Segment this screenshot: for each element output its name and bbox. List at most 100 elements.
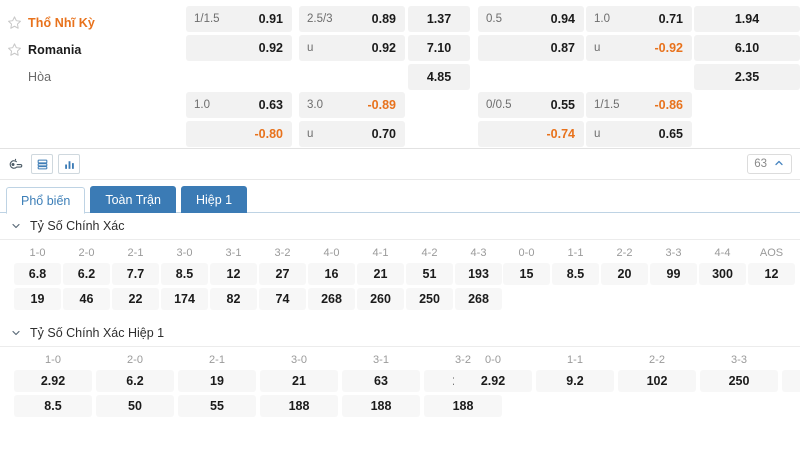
- asian-handicap-alt-cell[interactable]: -0.74: [478, 121, 584, 147]
- over-under-alt-line: u: [594, 42, 601, 54]
- asian-handicap-alt-cell[interactable]: 0.87: [478, 35, 584, 61]
- score-odds-cell[interactable]: 193: [455, 263, 502, 285]
- score-odds-cell[interactable]: 27: [259, 263, 306, 285]
- over-under-odds: 0.70: [371, 127, 396, 141]
- asian-handicap-cell[interactable]: -0.80: [186, 121, 292, 147]
- tab-2[interactable]: Hiệp 1: [180, 186, 248, 213]
- odds-count-badge[interactable]: 63: [747, 154, 792, 174]
- asian-handicap-cell[interactable]: 1.0 0.63: [186, 92, 292, 118]
- odds-last-cell[interactable]: 6.10: [694, 35, 800, 61]
- score-odds-cell-draw[interactable]: 15: [503, 263, 550, 285]
- score-odds-cell[interactable]: 63: [342, 370, 420, 392]
- score-header: 1-0: [45, 353, 61, 366]
- score-odds-cell[interactable]: 8.5: [161, 263, 208, 285]
- score-odds-cell[interactable]: 174: [161, 288, 208, 310]
- over-under-alt-cell[interactable]: u -0.92: [586, 35, 692, 61]
- odds-last-odds: 6.10: [734, 41, 760, 55]
- asian-handicap-odds: 0.91: [258, 12, 283, 26]
- over-under-cell[interactable]: 2.5/3 0.89: [299, 6, 405, 32]
- score-odds-cell-draw[interactable]: 2.92: [454, 370, 532, 392]
- whistle-icon[interactable]: [4, 154, 26, 174]
- layers-icon[interactable]: [31, 154, 53, 174]
- over-under-cell[interactable]: 3.0 -0.89: [299, 92, 405, 118]
- score-odds-cell[interactable]: 268: [455, 288, 502, 310]
- odds-last-cell[interactable]: 2.35: [694, 64, 800, 90]
- section-header[interactable]: Tỷ Số Chính Xác Hiệp 1: [0, 320, 800, 347]
- score-odds-cell[interactable]: 51: [406, 263, 453, 285]
- score-odds-cell[interactable]: 21: [260, 370, 338, 392]
- star-outline-icon[interactable]: [6, 41, 23, 58]
- odds-block-secondary: 1.0 0.63 3.0 -0.89 0/0.5 0.55 1/1.5 -0.86 -0.80 u…: [186, 92, 800, 150]
- one-x-two-cell[interactable]: 4.85: [408, 64, 470, 90]
- over-under-cell[interactable]: u 0.92: [299, 35, 405, 61]
- team-row-away[interactable]: Romania: [0, 36, 186, 63]
- asian-handicap-alt-cell-empty: [478, 64, 584, 90]
- chevron-down-icon[interactable]: [8, 220, 24, 232]
- score-odds-cell[interactable]: 12: [210, 263, 257, 285]
- score-odds-cell[interactable]: 2.92: [14, 370, 92, 392]
- score-odds-cell[interactable]: 74: [259, 288, 306, 310]
- score-header-row: 1-02-02-13-03-13-20-01-12-23-3AOS: [6, 351, 794, 368]
- over-under-alt-cell[interactable]: u 0.65: [586, 121, 692, 147]
- asian-handicap-cell[interactable]: 1/1.5 0.91: [186, 6, 292, 32]
- over-under-alt-odds: 0.65: [658, 127, 683, 141]
- score-odds-cell[interactable]: 188: [424, 395, 502, 417]
- asian-handicap-alt-line: 0.5: [486, 13, 502, 25]
- score-odds-cell[interactable]: 188: [342, 395, 420, 417]
- one-x-two-cell[interactable]: 7.10: [408, 35, 470, 61]
- score-odds-cell[interactable]: 21: [357, 263, 404, 285]
- score-odds-cell[interactable]: 16: [308, 263, 355, 285]
- score-odds-cell-draw[interactable]: 9.2: [536, 370, 614, 392]
- score-odds-cell[interactable]: 19: [178, 370, 256, 392]
- home-team-name: Thổ Nhĩ Kỳ: [28, 15, 95, 30]
- score-odds-cell-draw[interactable]: 12: [748, 263, 795, 285]
- score-odds-cell[interactable]: 50: [96, 395, 174, 417]
- score-header: AOS: [782, 351, 800, 368]
- score-odds-cell[interactable]: 22: [112, 288, 159, 310]
- one-x-two-cell-empty: [408, 121, 470, 147]
- score-odds-cell-draw[interactable]: 300: [699, 263, 746, 285]
- score-odds-cell[interactable]: 46: [63, 288, 110, 310]
- over-under-cell[interactable]: u 0.70: [299, 121, 405, 147]
- tab-label: Phổ biến: [21, 193, 71, 208]
- score-odds-cell[interactable]: 260: [357, 288, 404, 310]
- score-odds-cell-draw[interactable]: 20: [601, 263, 648, 285]
- over-under-alt-cell[interactable]: 1/1.5 -0.86: [586, 92, 692, 118]
- score-odds-cell[interactable]: 19: [14, 288, 61, 310]
- bar-chart-icon[interactable]: [58, 154, 80, 174]
- asian-handicap-alt-cell[interactable]: 0/0.5 0.55: [478, 92, 584, 118]
- score-odds-cell[interactable]: 8.5: [14, 395, 92, 417]
- score-header: 3-2: [274, 246, 291, 259]
- chevron-down-icon[interactable]: [8, 327, 24, 339]
- asian-handicap-cell[interactable]: 0.92: [186, 35, 292, 61]
- asian-handicap-alt-cell[interactable]: 0.5 0.94: [478, 6, 584, 32]
- score-odds-cell-draw[interactable]: 102: [618, 370, 696, 392]
- market-section-0: Tỷ Số Chính Xác 1-0 2-0 2-1 3-0 3-1 3-2 4-0 4-1 4…: [0, 213, 800, 320]
- score-odds-cell[interactable]: 268: [308, 288, 355, 310]
- score-odds-cell-draw[interactable]: 250: [700, 370, 778, 392]
- one-x-two-cell[interactable]: 1.37: [408, 6, 470, 32]
- score-header: 3-0: [176, 246, 193, 259]
- score-odds-cell[interactable]: 6.2: [63, 263, 110, 285]
- score-odds-cell[interactable]: 82: [210, 288, 257, 310]
- score-odds-cell[interactable]: 7.7: [112, 263, 159, 285]
- score-odds-cell-draw[interactable]: 52: [782, 370, 800, 392]
- over-under-alt-cell[interactable]: 1.0 0.71: [586, 6, 692, 32]
- over-under-alt-odds: 0.71: [658, 12, 683, 26]
- chevron-up-icon[interactable]: [773, 157, 785, 172]
- score-odds-cell[interactable]: 6.2: [96, 370, 174, 392]
- score-odds-cell[interactable]: 6.8: [14, 263, 61, 285]
- score-odds-cell[interactable]: 250: [406, 288, 453, 310]
- score-odds-cell[interactable]: 55: [178, 395, 256, 417]
- score-odds-cell-draw[interactable]: 99: [650, 263, 697, 285]
- star-outline-icon[interactable]: [6, 14, 23, 31]
- team-row-home[interactable]: Thổ Nhĩ Kỳ: [0, 9, 186, 36]
- section-header[interactable]: Tỷ Số Chính Xác: [0, 213, 800, 240]
- score-odds-cell-draw[interactable]: 8.5: [552, 263, 599, 285]
- market-toolbar: 63: [0, 148, 800, 180]
- score-odds-cell[interactable]: 188: [260, 395, 338, 417]
- tab-0[interactable]: Phổ biến: [6, 187, 86, 214]
- tab-1[interactable]: Toàn Trận: [90, 186, 176, 213]
- over-under-line: u: [307, 42, 314, 54]
- odds-last-cell[interactable]: 1.94: [694, 6, 800, 32]
